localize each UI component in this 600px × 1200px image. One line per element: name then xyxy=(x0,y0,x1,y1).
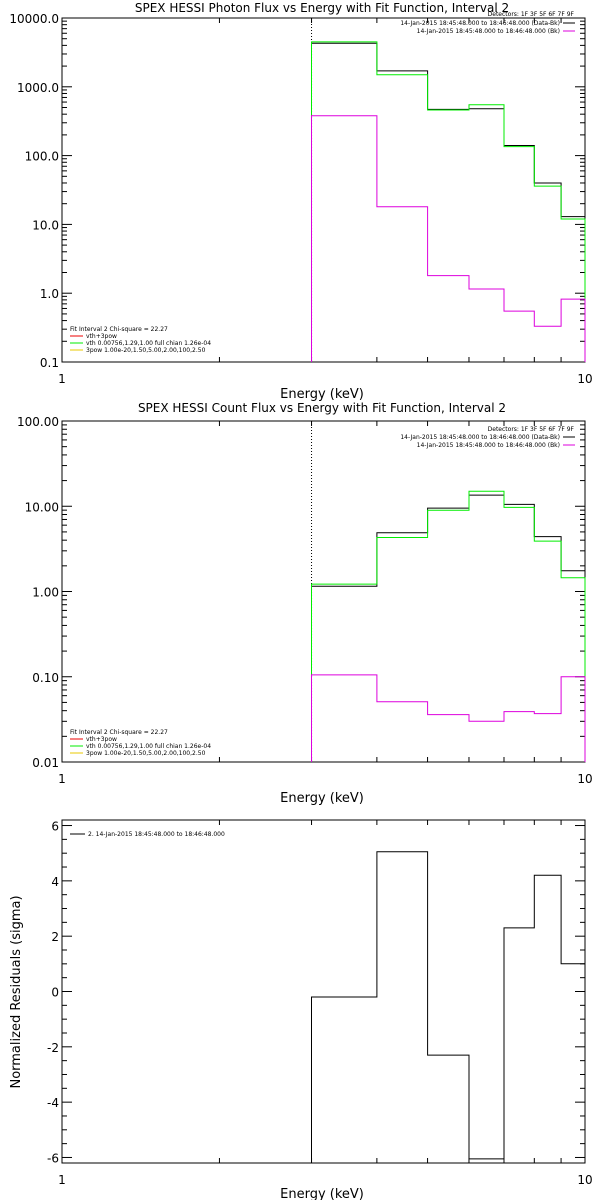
count-flux-fit-header: Fit Interval 2 Chi-square = 22.27 xyxy=(70,729,168,736)
residuals-x-tick-label: 10 xyxy=(577,1173,592,1187)
photon-flux-legend-bk: 14-Jan-2015 18:45:48.000 to 18:46:48.000… xyxy=(417,28,560,35)
photon-flux-axes-frame xyxy=(61,17,586,363)
count-flux-legend-databk: 14-Jan-2015 18:45:48.000 to 18:46:48.000… xyxy=(400,434,560,441)
residuals-y-tick-label: 4 xyxy=(51,875,59,889)
count-flux-y-tick-label: 10.00 xyxy=(25,500,59,514)
photon-flux-detectors: Detectors: 1F 3F 5F 6F 7F 9F xyxy=(488,11,575,18)
count-flux-axes-frame xyxy=(61,420,586,763)
photon-flux-fit-model: vth+3pow xyxy=(86,333,117,340)
count-flux-plot: 1 10 0.01 0.10 1.00 10.00 100.00 xyxy=(17,415,593,786)
count-flux-title: SPEX HESSI Count Flux vs Energy with Fit… xyxy=(138,401,506,415)
count-flux-x-tick-label: 1 xyxy=(58,772,66,786)
residuals-y-tick-label: 6 xyxy=(51,820,59,834)
count-flux-fit-3pow: 3pow 1.00e-20,1.50,5.00,2.00,100,2.50 xyxy=(86,750,206,757)
photon-flux-x-tick-label: 10 xyxy=(577,372,592,386)
count-flux-series-0 xyxy=(311,494,586,762)
photon-flux-series-2 xyxy=(311,115,586,362)
residuals-x-tick-label: 1 xyxy=(58,1173,66,1187)
residuals-ylabel: Normalized Residuals (sigma) xyxy=(9,895,24,1088)
residuals-y-tick-label: 2 xyxy=(51,930,59,944)
count-flux-series-2 xyxy=(311,674,586,762)
photon-flux-y-tick-label: 1.0 xyxy=(40,287,59,301)
residuals-legend: 2. 14-Jan-2015 18:45:48.000 to 18:46:48.… xyxy=(88,831,225,838)
residuals-y-tick-label: 0 xyxy=(51,986,59,1000)
count-flux-y-tick-label: 100.00 xyxy=(17,415,59,429)
photon-flux-fit-header: Fit Interval 2 Chi-square = 22.27 xyxy=(70,326,168,333)
count-flux-panel: SPEX HESSI Count Flux vs Energy with Fit… xyxy=(17,401,593,806)
photon-flux-xlabel: Energy (keV) xyxy=(280,387,364,402)
photon-flux-series-0 xyxy=(311,42,586,362)
residuals-y-tick-label: -2 xyxy=(47,1041,59,1055)
count-flux-y-tick-label: 0.01 xyxy=(32,756,59,770)
photon-flux-title: SPEX HESSI Photon Flux vs Energy with Fi… xyxy=(135,1,509,15)
residuals-xlabel: Energy (keV) xyxy=(280,1187,364,1200)
count-flux-legend-bk: 14-Jan-2015 18:45:48.000 to 18:46:48.000… xyxy=(417,442,560,449)
residuals-series-0 xyxy=(311,851,586,1163)
residuals-axes-frame xyxy=(61,819,586,1164)
count-flux-detectors: Detectors: 1F 3F 5F 6F 7F 9F xyxy=(488,426,575,433)
photon-flux-y-tick-label: 100.0 xyxy=(25,150,59,164)
count-flux-y-tick-label: 0.10 xyxy=(32,671,59,685)
count-flux-y-tick-label: 1.00 xyxy=(32,586,59,600)
photon-flux-y-tick-label: 0.1 xyxy=(40,356,59,370)
residuals-plot: 1 10 -6 -4 -2 0 2 4 6 xyxy=(47,819,593,1187)
photon-flux-y-tick-label: 10.0 xyxy=(32,218,59,232)
photon-flux-plot: 1 10 0.1 1.0 10.0 100.0 1000.0 10000.0 xyxy=(9,12,592,386)
count-flux-xlabel: Energy (keV) xyxy=(280,791,364,806)
count-flux-fit-vth: vth 0.00756,1.29,1.00 full chian 1.26e-0… xyxy=(86,743,211,750)
photon-flux-legend-databk: 14-Jan-2015 18:45:48.000 to 18:46:48.000… xyxy=(400,20,560,27)
photon-flux-fit-vth: vth 0.00756,1.29,1.00 full chian 1.26e-0… xyxy=(86,340,211,347)
count-flux-fit-model: vth+3pow xyxy=(86,736,117,743)
photon-flux-y-tick-label: 10000.0 xyxy=(9,12,59,26)
count-flux-series-1 xyxy=(311,490,586,762)
photon-flux-panel: SPEX HESSI Photon Flux vs Energy with Fi… xyxy=(9,1,592,402)
residuals-panel: 1 10 -6 -4 -2 0 2 4 6 Energy (keV) Normalized Re… xyxy=(9,819,593,1200)
residuals-y-tick-label: -4 xyxy=(47,1096,59,1110)
residuals-y-tick-label: -6 xyxy=(47,1151,59,1165)
photon-flux-y-tick-label: 1000.0 xyxy=(17,81,59,95)
photon-flux-x-tick-label: 1 xyxy=(58,372,66,386)
count-flux-x-tick-label: 10 xyxy=(577,772,592,786)
photon-flux-fit-3pow: 3pow 1.00e-20,1.50,5.00,2.00,100,2.50 xyxy=(86,347,206,354)
photon-flux-series-1 xyxy=(311,41,586,362)
